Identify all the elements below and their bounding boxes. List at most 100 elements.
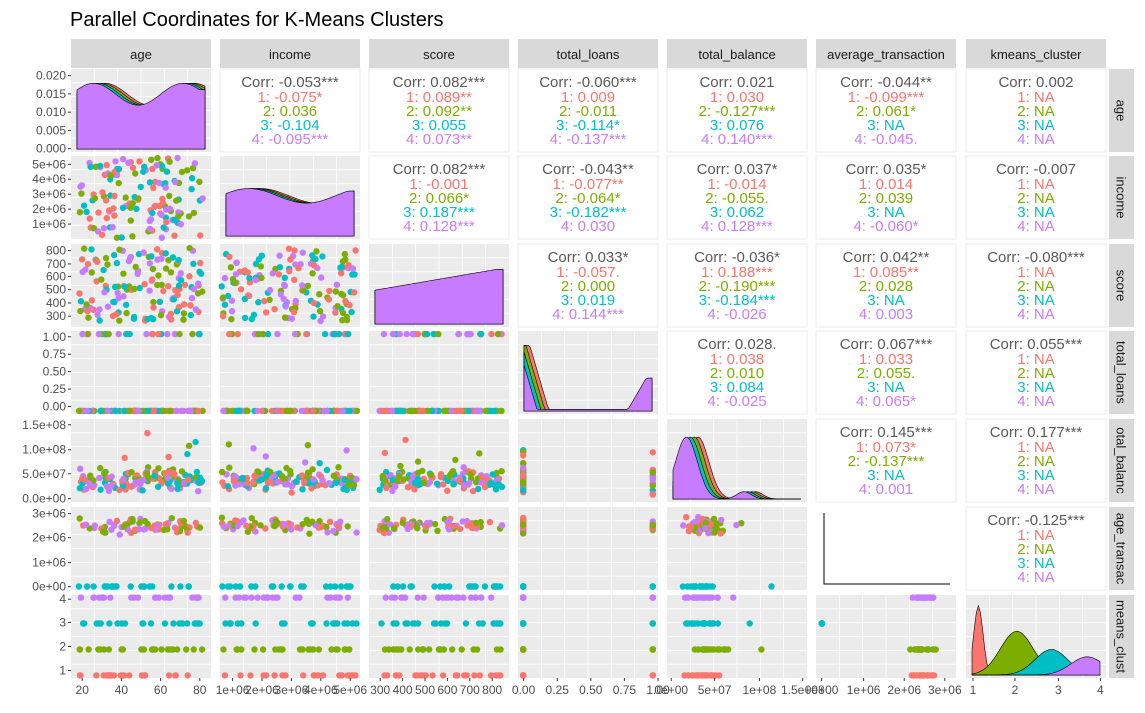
scatter-point — [114, 620, 121, 627]
density-area — [972, 656, 1101, 676]
column-strip-label: kmeans_cluster — [990, 47, 1082, 62]
correlation-overall: Corr: 0.028. — [697, 336, 776, 353]
scatter-point — [76, 290, 83, 297]
scatter-point — [170, 296, 177, 303]
y-tick-label: 3e+06 — [32, 507, 66, 521]
scatter-point — [353, 529, 360, 536]
scatter-point — [481, 583, 489, 590]
scatter-point — [149, 276, 156, 283]
scatter-point — [448, 407, 455, 415]
scatter-point — [186, 244, 193, 252]
scatter-point — [185, 442, 193, 449]
correlation-overall: Corr: 0.002 — [998, 74, 1073, 91]
panel-background — [666, 330, 808, 415]
scatter-point — [139, 487, 146, 494]
scatter-point — [103, 214, 111, 222]
scatter-point — [136, 284, 143, 292]
scatter-point — [232, 271, 240, 278]
scatter-point — [84, 330, 91, 338]
scatter-point — [102, 254, 110, 262]
scatter-point — [400, 476, 408, 483]
scatter-point — [178, 407, 185, 415]
scatter-point — [262, 453, 269, 460]
scatter-point — [109, 312, 117, 320]
scatter-point — [478, 474, 486, 481]
scatter-point — [127, 204, 134, 211]
scatter-point — [184, 529, 191, 536]
scatter-point — [170, 216, 178, 224]
scatter-point — [714, 594, 721, 601]
scatter-point — [108, 672, 115, 679]
correlation-overall: Corr: 0.035* — [846, 161, 927, 178]
scatter-point — [479, 620, 486, 627]
x-tick-label: 4 — [1097, 683, 1104, 697]
scatter-point — [91, 594, 98, 601]
scatter-point — [746, 620, 753, 627]
scatter-point — [190, 260, 197, 267]
correlation-group: 2: 0.066* — [409, 190, 469, 207]
scatter-point — [150, 298, 157, 306]
scatter-point — [94, 258, 101, 265]
panel-background — [517, 155, 659, 240]
scatter-point — [718, 516, 725, 524]
scatter-point — [455, 594, 462, 601]
scatter-point — [190, 209, 198, 217]
correlation-group: 4: -0.026 — [707, 306, 766, 323]
scatter-point — [392, 672, 400, 679]
correlation-overall: Corr: 0.067*** — [840, 336, 933, 353]
row-strip — [1109, 331, 1134, 414]
scatter-point — [422, 672, 429, 679]
correlation-panel: Corr: -0.080***1: NA2: NA3: NA4: NA — [965, 243, 1107, 328]
panel-background — [666, 243, 808, 328]
scatter-point — [138, 646, 145, 653]
scatter-point — [393, 620, 400, 627]
scatter-point — [81, 620, 88, 627]
scatter-point — [402, 620, 409, 627]
scatter-point — [234, 646, 241, 653]
scatter-point — [286, 268, 293, 275]
scatter-point — [185, 407, 192, 415]
correlation-group: 1: NA — [1017, 351, 1055, 368]
scatter-point — [167, 269, 175, 276]
scatter-point — [323, 620, 330, 627]
scatter-point — [257, 522, 264, 529]
scatter-point — [258, 476, 266, 483]
scatter-point — [78, 182, 86, 189]
scatter-point — [235, 594, 242, 601]
correlation-panel: Corr: -0.043**1: -0.077**2: -0.064*3: -0… — [517, 155, 659, 240]
scatter-point — [78, 190, 85, 197]
correlation-group: 3: -0.104 — [260, 117, 319, 134]
scatter-point — [411, 479, 419, 487]
scatter-point — [478, 478, 485, 486]
correlation-group: 2: -0.127*** — [699, 103, 776, 120]
scatter-point — [168, 515, 175, 522]
scatter-point — [292, 478, 300, 485]
scatter-point — [310, 299, 317, 307]
y-tick-label: 700 — [46, 257, 66, 271]
scatter-point — [264, 594, 272, 601]
scatter-point — [252, 620, 259, 627]
scatter-point — [520, 480, 527, 487]
scatter-point — [319, 672, 327, 679]
scatter-point — [339, 317, 346, 324]
scatter-point — [345, 583, 352, 590]
scatter-point — [243, 407, 250, 415]
scatter-point — [317, 317, 324, 325]
panel-background — [965, 506, 1107, 591]
correlation-group: 3: NA — [867, 292, 905, 309]
y-tick-label: 0.50 — [43, 365, 67, 379]
scatter-point — [229, 276, 237, 283]
scatter-point — [156, 298, 164, 305]
correlation-group: 2: 0.036 — [263, 103, 317, 120]
scatter-point — [434, 594, 442, 601]
scatter-point — [683, 514, 690, 521]
scatter-point — [105, 646, 113, 653]
scatter-point — [317, 524, 324, 531]
scatter-point — [163, 218, 170, 226]
scatter-point — [102, 529, 109, 536]
scatter-point — [220, 523, 228, 531]
scatter-point — [163, 168, 171, 175]
scatter-point — [264, 479, 272, 487]
